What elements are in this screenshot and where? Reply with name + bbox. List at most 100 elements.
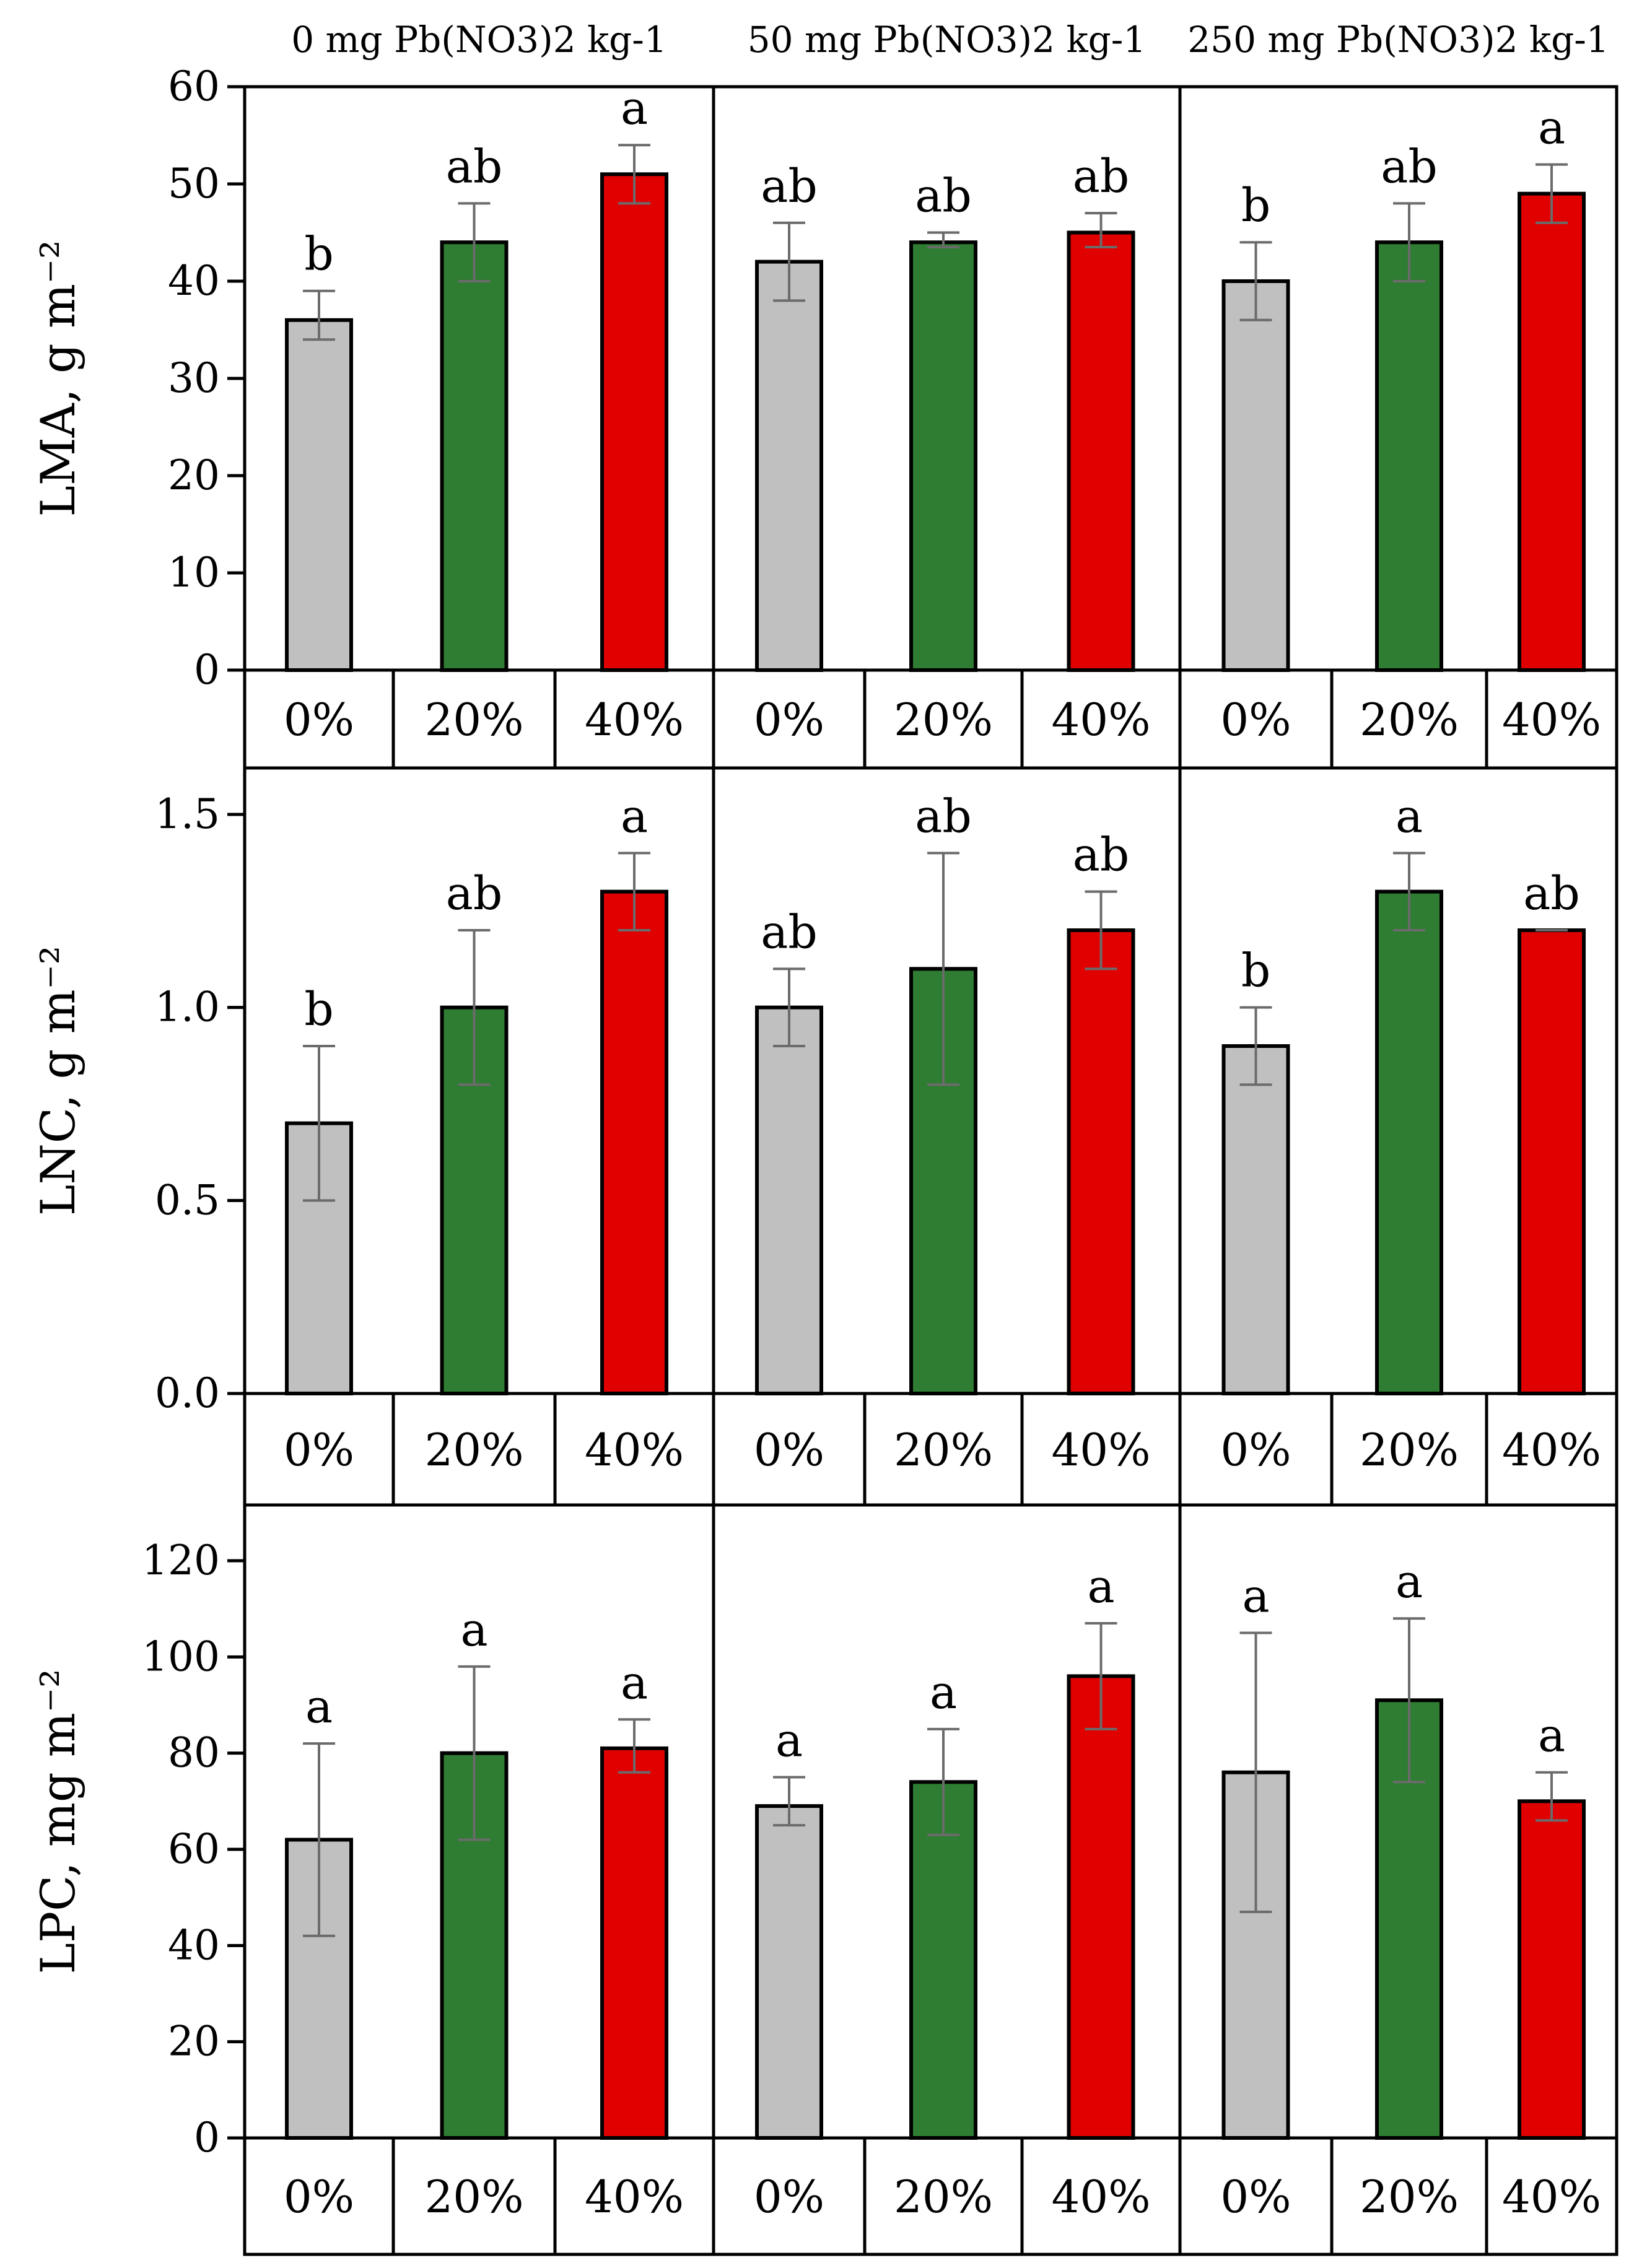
significance-letter: a	[621, 82, 648, 135]
significance-letter: ab	[761, 160, 818, 213]
significance-letter: a	[621, 1656, 648, 1709]
category-label: 40%	[1502, 694, 1601, 746]
bar-20pct	[909, 240, 977, 672]
panels-layer: 0 mg Pb(NO3)2 kg-1 50 mg Pb(NO3)2 kg-1 250…	[30, 19, 1619, 2256]
category-label: 40%	[585, 2171, 684, 2223]
y-tick-label: 60	[168, 1825, 220, 1873]
significance-letter: ab	[915, 170, 972, 223]
bar-40pct	[1518, 928, 1586, 1395]
bar-20pct	[909, 1780, 977, 2140]
y-tick-label: 20	[168, 451, 220, 499]
bar-40pct	[1067, 928, 1135, 1395]
bar-40pct	[1067, 1674, 1135, 2140]
bar-40pct	[600, 889, 668, 1395]
significance-letter: ab	[446, 867, 503, 920]
category-label: 20%	[894, 2171, 993, 2223]
significance-letter: a	[621, 790, 648, 843]
y-axis-label: LNC, g m⁻²	[30, 946, 85, 1216]
category-label: 0%	[284, 694, 354, 746]
category-label: 40%	[585, 694, 684, 746]
y-tick-label: 40	[168, 1921, 220, 1969]
category-label: 0%	[754, 694, 824, 746]
significance-letter: b	[1241, 944, 1270, 998]
category-label: 20%	[424, 1424, 523, 1476]
category-label: 40%	[1051, 1424, 1150, 1476]
significance-letter: a	[1538, 1709, 1565, 1763]
y-tick-label: 120	[142, 1537, 220, 1584]
category-label: 0%	[1220, 1424, 1291, 1476]
y-tick-label: 30	[168, 354, 220, 402]
significance-letter: ab	[1073, 829, 1130, 882]
y-tick-label: 80	[168, 1729, 220, 1777]
y-tick-label: 0.0	[155, 1369, 220, 1417]
category-label: 20%	[424, 694, 523, 746]
bar-0pct	[755, 1804, 823, 2140]
panel-frame	[243, 1503, 1619, 2256]
y-tick-label: 0	[194, 646, 220, 694]
y-tick-label: 10	[168, 549, 220, 596]
y-tick-label: 50	[168, 160, 220, 207]
significance-letter: a	[460, 1603, 487, 1657]
bar-0pct	[755, 1005, 823, 1395]
category-label: 0%	[754, 1424, 824, 1476]
category-label: 20%	[424, 2171, 523, 2223]
y-axis-label: LPC, mg m⁻²	[30, 1669, 85, 1974]
panel-lpc: 0 20 40 60 80 100 120 LPC, mg m⁻² a 0% a 20% a 40% a 0%…	[30, 1503, 1619, 2256]
category-label: 20%	[1360, 2171, 1459, 2223]
significance-letter: a	[1087, 1560, 1114, 1613]
bar-20pct	[1375, 240, 1443, 672]
bar-0pct	[1221, 1044, 1290, 1395]
significance-letter: ab	[1073, 150, 1130, 203]
significance-letter: ab	[761, 905, 818, 959]
significance-letter: a	[1242, 1570, 1269, 1623]
y-tick-label: 0	[194, 2114, 220, 2161]
bar-0pct	[755, 260, 823, 673]
significance-letter: ab	[446, 140, 503, 193]
category-label: 20%	[1360, 1424, 1459, 1476]
significance-letter: b	[304, 983, 333, 1036]
bar-40pct	[1518, 191, 1586, 672]
significance-letter: b	[1241, 179, 1270, 232]
bar-0pct	[285, 318, 353, 672]
significance-letter: a	[775, 1714, 803, 1768]
y-tick-label: 1.5	[155, 790, 220, 838]
bar-40pct	[1067, 230, 1135, 672]
category-label: 40%	[1051, 2171, 1150, 2223]
significance-letter: a	[305, 1680, 333, 1734]
category-label: 40%	[1502, 1424, 1601, 1476]
significance-letter: a	[1396, 1555, 1423, 1608]
category-label: 20%	[894, 1424, 993, 1476]
significance-letter: ab	[915, 790, 972, 843]
category-label: 40%	[1502, 2171, 1601, 2223]
y-axis-label: LMA, g m⁻²	[30, 240, 85, 517]
y-tick-label: 0.5	[155, 1176, 220, 1224]
dose-header-2: 250 mg Pb(NO3)2 kg-1	[1187, 19, 1609, 61]
bar-40pct	[600, 1746, 668, 2140]
category-label: 0%	[1220, 694, 1291, 746]
category-label: 40%	[585, 1424, 684, 1476]
significance-letter: b	[304, 228, 333, 281]
y-tick-label: 100	[142, 1633, 220, 1680]
bar-0pct	[1221, 279, 1290, 672]
category-label: 0%	[284, 1424, 354, 1476]
significance-letter: a	[930, 1666, 957, 1719]
y-tick-label: 20	[168, 2018, 220, 2065]
y-tick-label: 1.0	[155, 984, 220, 1031]
category-label: 0%	[284, 2171, 354, 2223]
significance-letter: a	[1538, 102, 1565, 155]
significance-letter: a	[1396, 790, 1423, 843]
y-tick-label: 40	[168, 257, 220, 305]
bar-40pct	[600, 172, 668, 672]
bar-40pct	[1518, 1799, 1586, 2140]
y-tick-label: 60	[168, 63, 220, 110]
bar-20pct	[1375, 889, 1443, 1395]
significance-letter: ab	[1523, 867, 1580, 920]
category-label: 0%	[1220, 2171, 1291, 2223]
category-label: 40%	[1051, 694, 1150, 746]
bar-20pct	[440, 240, 509, 672]
dose-header-0: 0 mg Pb(NO3)2 kg-1	[291, 19, 667, 61]
category-label: 20%	[894, 694, 993, 746]
